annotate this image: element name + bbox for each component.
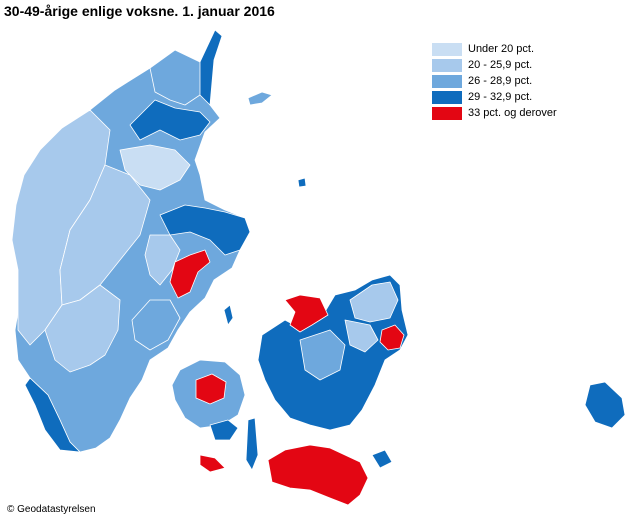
north-zealand-region (349, 281, 399, 323)
legend-item: 29 - 32,9 pct. (432, 89, 557, 105)
jutland-southwest-region (24, 377, 81, 453)
south-funen-region (209, 419, 239, 441)
legend-item: 20 - 25,9 pct. (432, 57, 557, 73)
legend-item: Under 20 pct. (432, 41, 557, 57)
legend-item: 26 - 28,9 pct. (432, 73, 557, 89)
west-zealand-region (299, 329, 346, 381)
aero-region (199, 454, 226, 473)
odense-region (195, 373, 227, 405)
lolland-region (267, 444, 369, 506)
legend-swatch (432, 106, 462, 120)
legend-swatch (432, 74, 462, 88)
legend-swatch (432, 90, 462, 104)
jutland-south-region (44, 284, 121, 373)
central-zealand-region (344, 319, 379, 353)
himmerland-region (119, 144, 191, 191)
map-title: 30-49-årige enlige voksne. 1. januar 201… (4, 3, 275, 19)
copyright: © Geodatastyrelsen (7, 504, 96, 515)
legend-item: 33 pct. og derover (432, 105, 557, 121)
copenhagen-region (379, 324, 405, 351)
southeast-jutland-region (131, 299, 181, 351)
legend-label: 26 - 28,9 pct. (468, 75, 533, 87)
aalborg-region (129, 99, 211, 141)
laeso-region (247, 91, 273, 106)
samso-region (223, 304, 234, 326)
anholt-region (297, 177, 307, 188)
legend-swatch (432, 42, 462, 56)
legend-label: 29 - 32,9 pct. (468, 91, 533, 103)
djursland-region (159, 204, 251, 256)
bornholm-region (584, 381, 626, 429)
odsherred-region (284, 294, 329, 333)
legend-label: 20 - 25,9 pct. (468, 59, 533, 71)
langeland-region (245, 417, 259, 471)
aarhus-region (169, 249, 211, 299)
legend-label: 33 pct. og derover (468, 107, 557, 119)
legend-label: Under 20 pct. (468, 43, 535, 55)
legend: Under 20 pct. 20 - 25,9 pct. 26 - 28,9 p… (432, 41, 557, 121)
legend-swatch (432, 58, 462, 72)
mon-region (371, 449, 393, 469)
east-jutland-region (144, 234, 181, 286)
skagen-region (199, 29, 223, 106)
